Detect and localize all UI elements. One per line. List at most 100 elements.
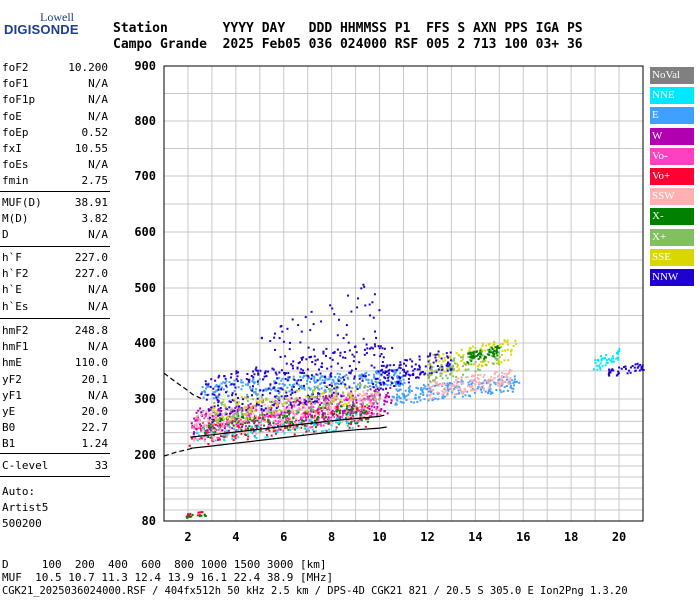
echo-point xyxy=(335,396,338,399)
virtual-height-trace-lower xyxy=(190,426,387,449)
echo-point xyxy=(217,428,220,431)
echo-point xyxy=(274,413,277,416)
echo-point xyxy=(299,341,302,344)
echo-point xyxy=(456,364,459,367)
echo-point xyxy=(198,515,201,518)
echo-point xyxy=(302,414,305,417)
echo-point xyxy=(456,365,459,368)
echo-point xyxy=(290,385,293,388)
echo-point xyxy=(292,416,295,419)
echo-point xyxy=(228,420,231,423)
echo-point xyxy=(336,372,339,375)
echo-point xyxy=(398,389,401,392)
echo-point xyxy=(231,434,234,437)
echo-point xyxy=(217,439,220,442)
echo-point xyxy=(384,383,387,386)
echo-point xyxy=(594,361,597,364)
echo-point xyxy=(315,381,318,384)
echo-point xyxy=(444,383,447,386)
echo-point xyxy=(327,416,330,419)
echo-point xyxy=(398,364,401,367)
echo-point xyxy=(301,369,304,372)
echo-point xyxy=(377,370,380,373)
echo-point xyxy=(296,399,299,402)
echo-point xyxy=(227,429,230,432)
echo-point xyxy=(360,287,363,290)
echo-point xyxy=(394,371,397,374)
echo-point xyxy=(470,353,473,356)
echo-point xyxy=(322,395,325,398)
echo-point xyxy=(441,390,444,393)
echo-point xyxy=(319,372,322,375)
echo-point xyxy=(334,375,337,378)
echo-point xyxy=(330,388,333,391)
echo-point xyxy=(377,386,380,389)
echo-point xyxy=(228,412,231,415)
echo-point xyxy=(340,405,343,408)
echo-point xyxy=(408,388,411,391)
echo-point xyxy=(478,369,481,372)
echo-point xyxy=(347,419,350,422)
echo-point xyxy=(273,425,276,428)
echo-point xyxy=(361,411,364,414)
echo-point xyxy=(330,419,333,422)
echo-point xyxy=(394,383,397,386)
echo-point xyxy=(416,368,419,371)
x-tick-label: 18 xyxy=(564,530,578,544)
echo-point xyxy=(320,406,323,409)
echo-point xyxy=(457,384,460,387)
echo-point xyxy=(482,380,485,383)
echo-point xyxy=(475,380,478,383)
echo-point xyxy=(363,397,366,400)
echo-point xyxy=(370,379,373,382)
echo-point xyxy=(609,371,612,374)
echo-point xyxy=(491,391,494,394)
echo-point xyxy=(324,385,327,388)
echo-point xyxy=(211,428,214,431)
echo-point xyxy=(387,369,390,372)
echo-point xyxy=(224,382,227,385)
echo-point xyxy=(249,408,252,411)
echo-point xyxy=(278,399,281,402)
echo-point xyxy=(213,393,216,396)
echo-point xyxy=(278,428,281,431)
echo-point xyxy=(307,375,310,378)
echo-point xyxy=(487,390,490,393)
echo-point xyxy=(255,427,258,430)
echo-point xyxy=(430,372,433,375)
echo-point xyxy=(216,421,219,424)
echo-point xyxy=(324,375,327,378)
echo-point xyxy=(316,379,319,382)
echo-point xyxy=(297,407,300,410)
echo-point xyxy=(250,406,253,409)
echo-point xyxy=(291,364,294,367)
echo-point xyxy=(355,385,358,388)
echo-point xyxy=(379,413,382,416)
echo-point xyxy=(484,360,487,363)
echo-point xyxy=(327,409,330,412)
param-foe: foE N/A xyxy=(2,109,108,125)
echo-point xyxy=(220,418,223,421)
echo-point xyxy=(477,378,480,381)
echo-point xyxy=(308,356,311,359)
echo-point xyxy=(513,375,516,378)
echo-point xyxy=(350,406,353,409)
echo-point xyxy=(320,381,323,384)
echo-point xyxy=(236,424,239,427)
echo-point xyxy=(201,511,204,514)
param-value: N/A xyxy=(88,158,108,172)
echo-point xyxy=(366,410,369,413)
echo-point xyxy=(259,421,262,424)
echo-point xyxy=(388,368,391,371)
echo-point xyxy=(203,417,206,420)
echo-point xyxy=(452,359,455,362)
echo-point xyxy=(281,388,284,391)
echo-point xyxy=(501,349,504,352)
echo-point xyxy=(600,357,603,360)
echo-point xyxy=(367,396,370,399)
echo-point xyxy=(213,415,216,418)
echo-point xyxy=(372,382,375,385)
echo-point xyxy=(255,432,258,435)
echo-point xyxy=(225,407,228,410)
echo-point xyxy=(267,426,270,429)
